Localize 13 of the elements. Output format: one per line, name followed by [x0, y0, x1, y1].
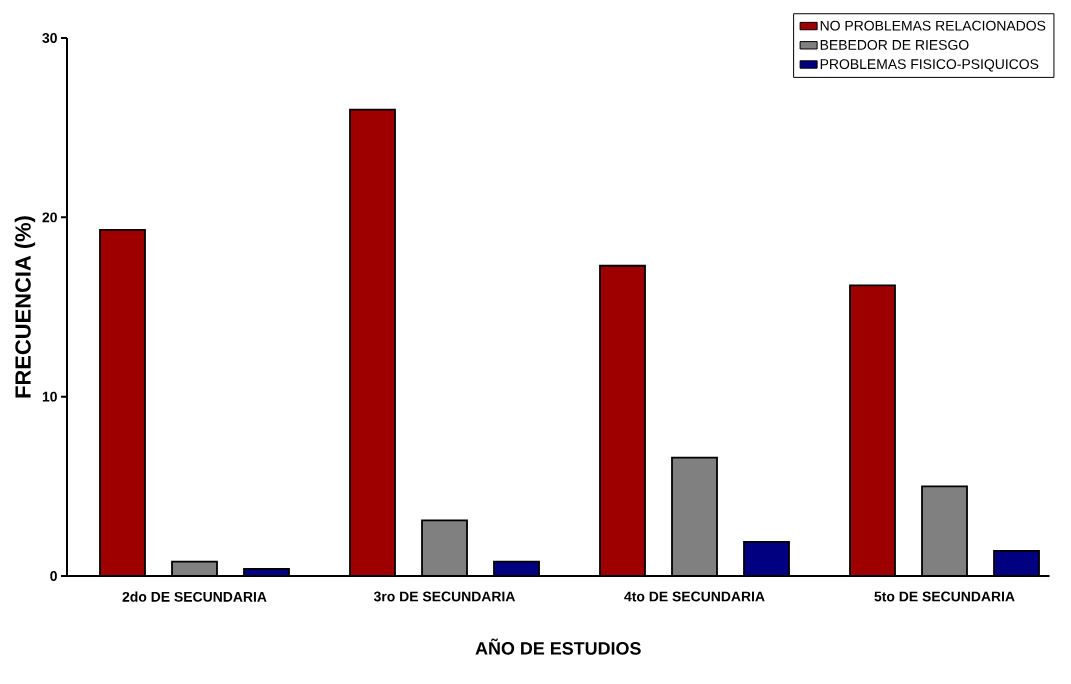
- legend-label: NO PROBLEMAS RELACIONADOS: [820, 20, 1046, 31]
- y-tick-label: 0: [50, 571, 57, 581]
- legend-label: PROBLEMAS FISICO-PSIQUICOS: [820, 59, 1039, 72]
- y-axis-title: FRECUENCIA (%): [14, 216, 36, 398]
- legend-label: BEBEDOR DE RIESGO: [820, 39, 969, 50]
- x-tick-label: 4to DE SECUNDARIA: [624, 591, 765, 602]
- y-tick-label: 30: [42, 33, 57, 43]
- x-axis-title: AÑO DE ESTUDIOS: [475, 638, 641, 655]
- x-tick-label: 3ro DE SECUNDARIA: [373, 591, 516, 602]
- y-tick-label: 20: [42, 212, 57, 223]
- y-tick-label: 10: [42, 391, 57, 402]
- x-tick-label: 5to DE SECUNDARIA: [874, 591, 1015, 602]
- x-tick-label: 2do DE SECUNDARIA: [122, 591, 267, 602]
